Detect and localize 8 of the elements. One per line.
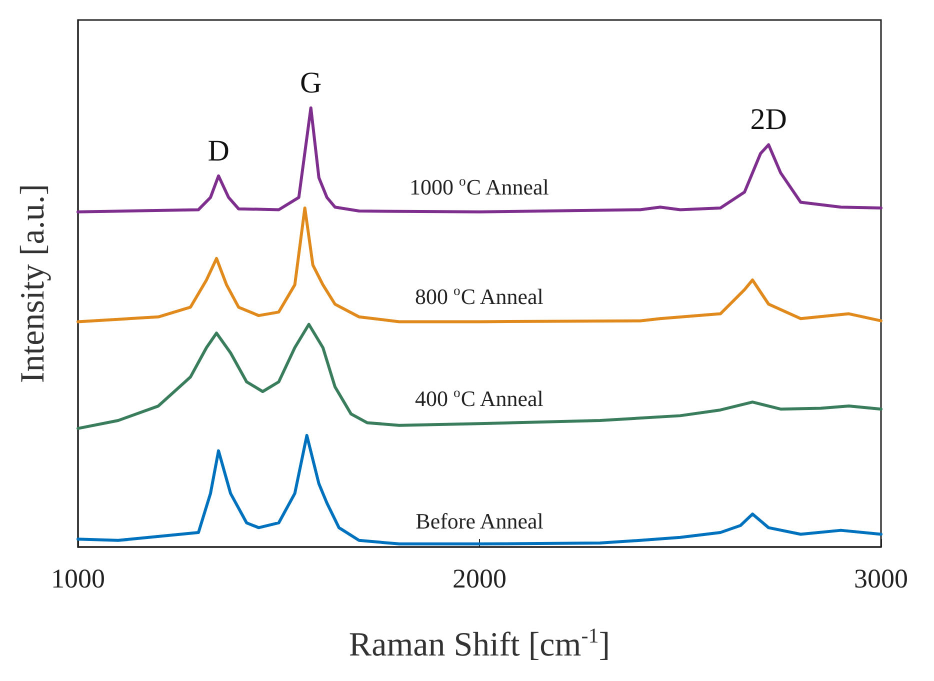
x-tick-label: 3000 — [854, 564, 908, 594]
x-tick-label: 1000 — [51, 564, 105, 594]
x-tick-label: 2000 — [452, 564, 506, 594]
annotation: G — [300, 66, 322, 100]
annotation: D — [208, 134, 230, 168]
y-axis-title: Intensity [a.u.] — [14, 184, 52, 384]
series-label: Before Anneal — [416, 508, 544, 534]
annotation: 2D — [750, 103, 787, 136]
